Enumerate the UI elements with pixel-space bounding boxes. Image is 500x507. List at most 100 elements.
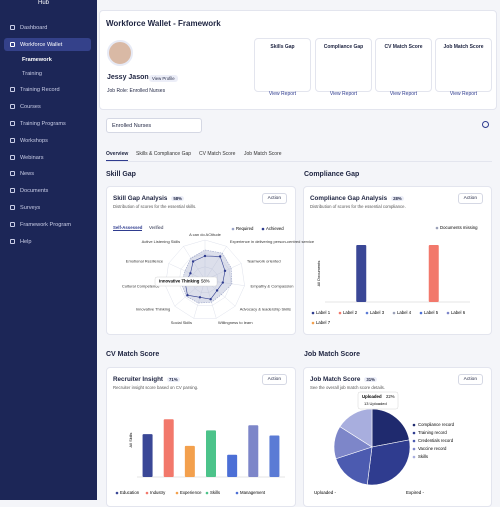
chart-tab[interactable]: Self-Assessed <box>113 225 143 231</box>
card-title: Skill Gap Analysis 58% <box>113 195 184 202</box>
gauge-card <box>375 38 432 92</box>
radar-axis-label: Experience in delivering person-centred … <box>230 239 315 244</box>
tooltip <box>357 391 399 410</box>
pie-slice <box>366 439 411 486</box>
legend-label: Label 1 <box>316 310 331 315</box>
score-badge: 31% <box>364 377 377 382</box>
gauge-title: Skills Gap <box>270 44 295 50</box>
settings-icon[interactable] <box>482 121 489 128</box>
avatar <box>107 40 133 66</box>
achieved-point <box>223 269 227 273</box>
card-subtitle: Distribution of scores for the essential… <box>310 204 406 209</box>
action-button[interactable]: Action <box>457 374 483 385</box>
y-axis-label: All Documents <box>316 261 321 287</box>
score-badge: 58% <box>171 196 184 201</box>
legend-label: Label 7 <box>316 320 331 325</box>
nav-item[interactable]: Courses <box>4 100 91 113</box>
nav-item[interactable]: Help <box>4 235 91 248</box>
nav-item[interactable]: Surveys <box>4 201 91 214</box>
tab[interactable]: CV Match Score <box>199 151 236 157</box>
view-profile-button[interactable]: View Profile <box>149 75 178 82</box>
tab[interactable]: Skills & Compliance Gap <box>136 151 192 157</box>
page-title: Workforce Wallet - Framework <box>106 19 221 28</box>
view-report-link[interactable]: View Report <box>389 91 418 97</box>
nav-icon <box>10 25 15 30</box>
achieved-point <box>215 289 219 292</box>
card-title: Job Match Score 31% <box>310 376 377 383</box>
role-filter[interactable]: Enrolled Nurses <box>106 118 202 133</box>
legend-dot <box>412 455 416 459</box>
profile-name: Jessy Jason <box>107 74 149 81</box>
nav-icon <box>10 222 15 227</box>
gauge-card <box>315 38 372 92</box>
view-report-link[interactable]: View Report <box>329 91 358 97</box>
legend-label: Label 2 <box>343 310 358 315</box>
nav-item[interactable]: Training Programs <box>4 117 91 130</box>
tab[interactable]: Job Match Score <box>244 151 282 157</box>
view-report-link[interactable]: View Report <box>449 91 478 97</box>
sidebar: Hub Dashboard Workforce Wallet Framework Tr… <box>0 0 97 500</box>
nav-item[interactable]: Training <box>22 70 43 77</box>
action-button[interactable]: Action <box>261 374 287 385</box>
legend-dot <box>365 311 369 315</box>
legend-label: Compliance record <box>418 422 455 427</box>
legend-dot <box>435 226 439 230</box>
footer-select: Expired - <box>406 490 425 495</box>
legend-dot <box>338 311 342 315</box>
achieved-area <box>184 255 226 300</box>
achieved-point <box>186 293 189 297</box>
nav-item[interactable]: News <box>4 167 91 180</box>
nav-icon <box>10 104 15 109</box>
legend-label: Skills <box>418 454 428 459</box>
legend-dot <box>412 423 416 427</box>
radar-ring <box>178 253 232 306</box>
nav-item[interactable]: Workforce Wallet <box>4 38 91 51</box>
nav-item[interactable]: Documents <box>4 184 91 197</box>
legend-label: Management <box>240 490 266 495</box>
legend-dot <box>446 311 450 315</box>
chart-tab[interactable]: Verified <box>149 225 164 230</box>
tooltip-value: 58% <box>201 279 210 284</box>
nav-icon <box>10 155 15 160</box>
achieved-point <box>189 272 192 275</box>
card-title: Recruiter Insight 71% <box>113 376 180 383</box>
radar-axis-label: Social Skills <box>171 320 192 325</box>
radar-axis-label: Empathy & Compassion <box>251 283 294 288</box>
nav-item[interactable]: Workshops <box>4 134 91 147</box>
radar-axis-label: Teamwork oriented <box>247 258 281 263</box>
bar <box>356 245 367 302</box>
legend-dot <box>205 491 209 495</box>
nav-item[interactable]: Dashboard <box>4 21 91 34</box>
legend-dot <box>412 431 416 435</box>
radar-spoke <box>204 246 227 281</box>
radar-axis-label: Emotional Resilience <box>126 258 164 263</box>
score-badge: 71% <box>167 377 180 382</box>
nav-icon <box>10 188 15 193</box>
action-button[interactable]: Action <box>261 193 287 204</box>
gauge-card <box>254 38 311 92</box>
legend-dot <box>392 311 396 315</box>
tooltip-title: Uploaded <box>362 394 382 399</box>
achieved-point <box>198 296 202 299</box>
legend-label: Industry <box>150 490 166 495</box>
nav-item[interactable]: Webinars <box>4 151 91 164</box>
tooltip <box>154 276 218 287</box>
legend-label: Label 6 <box>451 310 466 315</box>
radar-ring <box>191 266 219 293</box>
nav-item[interactable]: Framework Program <box>4 218 91 231</box>
achieved-point <box>221 281 225 284</box>
pie-slice <box>335 446 373 486</box>
nav-item[interactable]: Training Record <box>4 83 91 96</box>
view-report-link[interactable]: View Report <box>268 91 297 97</box>
legend-label: Credentials record <box>418 438 454 443</box>
nav-icon <box>10 42 15 47</box>
tab[interactable]: Overview <box>106 151 129 161</box>
section-title: CV Match Score <box>106 351 160 358</box>
legend-label: Achieved <box>266 226 284 231</box>
nav-item[interactable]: Framework <box>22 56 52 63</box>
radar-spoke <box>193 279 206 319</box>
action-button[interactable]: Action <box>457 193 483 204</box>
legend-dot <box>311 311 315 315</box>
radar-axis-label: Cultural Competence <box>122 283 160 288</box>
